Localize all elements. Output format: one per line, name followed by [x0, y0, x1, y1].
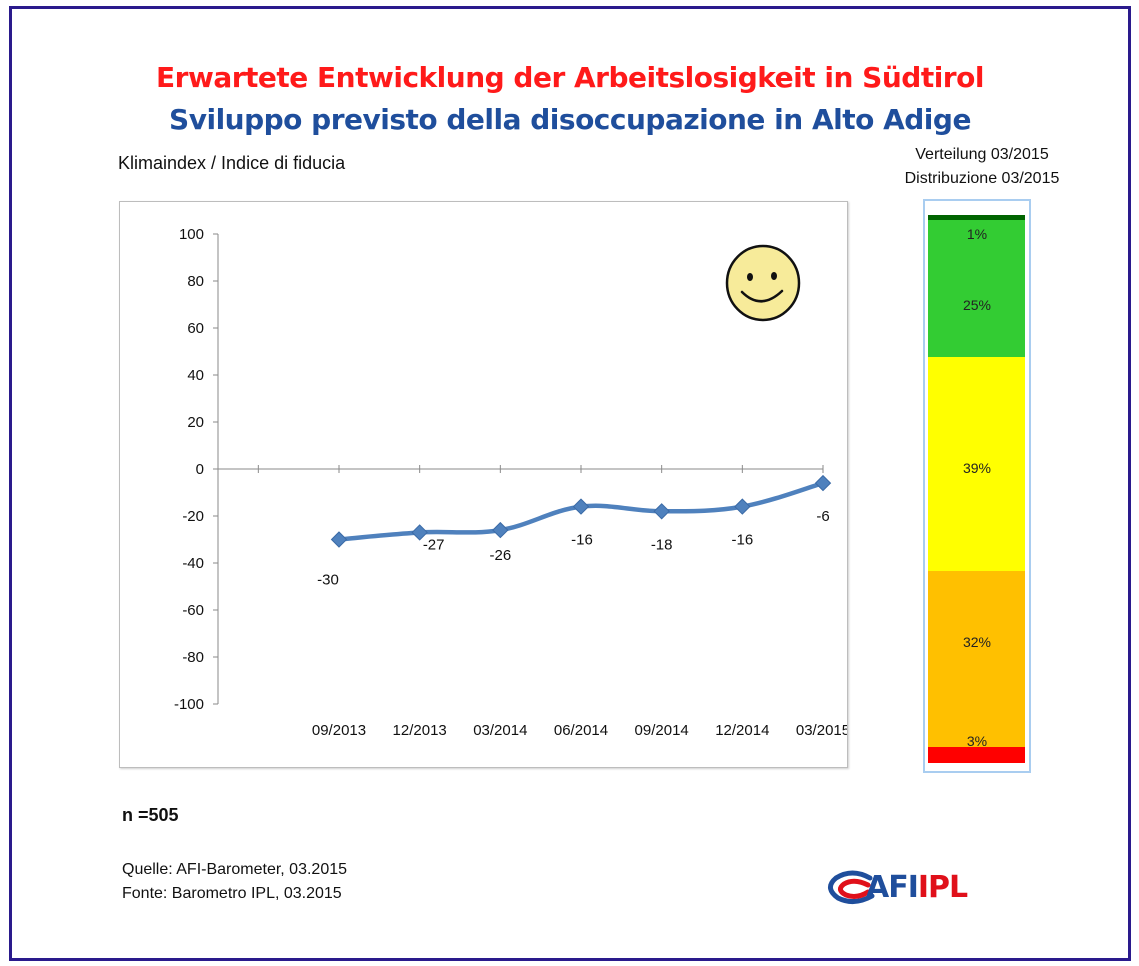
logo-ipl: IPL: [917, 870, 968, 905]
logo-swoosh-icon: [828, 870, 875, 904]
data-point: [814, 474, 832, 492]
distribution-title-de: Verteilung 03/2015: [915, 146, 1049, 163]
distribution-title-it: Distribuzione 03/2015: [904, 170, 1060, 187]
distribution-label: 39%: [962, 460, 992, 476]
sample-size: n =505: [122, 805, 179, 825]
distribution-label: 32%: [962, 634, 992, 650]
distribution-segment: [928, 571, 1025, 747]
x-tick-label: 09/2014: [635, 722, 689, 739]
x-tick-label: 03/2014: [473, 722, 527, 739]
x-ticks: 09/2013 12/2013 03/2014 06/2014 09/2014 12/20…: [257, 465, 847, 739]
distribution-segment: [928, 220, 1025, 358]
x-tick-label: 03/2015: [796, 722, 847, 739]
source: Quelle: AFI-Barometer, 03.2015 Fonte: Ba…: [122, 858, 347, 906]
distribution-segment: [928, 357, 1025, 572]
logo-afi: AFI: [866, 870, 919, 905]
y-tick-label: 60: [187, 320, 204, 337]
y-tick-label: -100: [174, 696, 204, 713]
data-label: -6: [816, 508, 829, 525]
x-tick-label: 12/2014: [715, 722, 769, 739]
distribution-label: 3%: [966, 733, 988, 749]
distribution-segment: [928, 746, 1025, 763]
distribution-segment: [928, 215, 1025, 221]
data-point: [734, 498, 751, 515]
distribution-label: 25%: [962, 297, 992, 313]
afi-ipl-logo-icon: AFIIPL: [816, 868, 1016, 910]
title-german: Erwartete Entwicklung der Arbeitslosigke…: [156, 61, 984, 94]
data-point: [411, 524, 428, 541]
data-label: -30: [317, 572, 339, 589]
data-label: -27: [423, 536, 445, 553]
data-point: [330, 531, 348, 548]
x-tick-label: 12/2013: [393, 722, 447, 739]
title-italian: Sviluppo previsto della disoccupazione i…: [169, 103, 971, 136]
data-label: -16: [731, 532, 753, 549]
data-point: [572, 498, 590, 515]
distribution-title: Verteilung 03/2015 Distribuzione 03/2015: [872, 143, 1092, 191]
smiley-face-icon: [725, 244, 801, 322]
y-tick-label: -80: [182, 649, 204, 666]
distribution-label: 1%: [966, 226, 988, 242]
line-chart: 100 80 60 40 20 0 -20 -40 -60 -80 -100 09/2013 12/2…: [174, 226, 847, 739]
y-tick-label: -40: [182, 555, 204, 572]
data-label: -26: [489, 547, 511, 564]
data-label: -16: [571, 532, 593, 549]
chart-label: Klimaindex / Indice di fiducia: [118, 153, 346, 173]
data-label: -18: [651, 536, 673, 553]
y-tick-label: -60: [182, 602, 204, 619]
y-tick-label: 0: [196, 461, 204, 478]
source-italian: Fonte: Barometro IPL, 03.2015: [122, 885, 342, 902]
source-german: Quelle: AFI-Barometer, 03.2015: [122, 861, 348, 878]
logo-text: AFIIPL: [866, 870, 968, 905]
y-ticks: 100 80 60 40 20 0 -20 -40 -60 -80 -100: [174, 226, 218, 713]
line-chart-area: 100 80 60 40 20 0 -20 -40 -60 -80 -100 09/2013 12/2…: [119, 201, 848, 768]
y-tick-label: 40: [187, 367, 204, 384]
x-tick-label: 06/2014: [554, 722, 608, 739]
y-tick-label: 20: [187, 414, 204, 431]
distribution-stacked-bar: 1% 25% 39% 32% 3%: [923, 199, 1031, 773]
data-point: [653, 503, 670, 520]
y-tick-label: 80: [187, 273, 204, 290]
series: -30 -27 -26 -16 -18 -16 -6: [317, 474, 832, 589]
x-tick-label: 09/2013: [312, 722, 366, 739]
data-point: [492, 521, 509, 539]
y-tick-label: -20: [182, 508, 204, 525]
y-tick-label: 100: [179, 226, 204, 243]
